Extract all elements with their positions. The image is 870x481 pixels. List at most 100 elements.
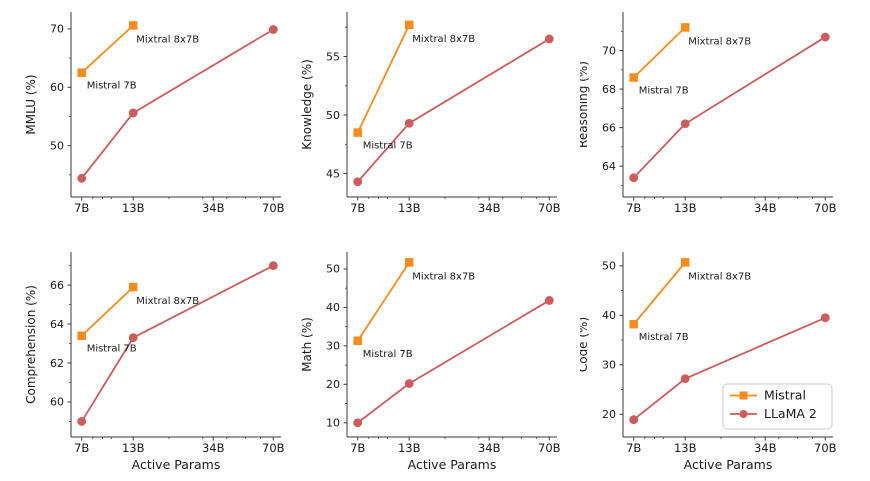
y-tick-label: 45 [326,167,340,180]
point-label: Mixtral 8x7B [688,36,751,47]
point-label: Mixtral 8x7B [412,34,475,45]
mistral-marker [128,21,138,30]
y-tick-label: 40 [326,301,340,314]
y-tick-label: 40 [602,309,616,322]
llama-line [357,38,550,183]
point-label: Mistral 7B [87,81,137,92]
x-tick-label: 7B [350,201,365,215]
y-tick-label: 64 [602,160,616,173]
mistral-marker [629,319,638,329]
y-tick-label: 70 [50,23,64,36]
point-label: Mistral 7B [363,141,413,152]
x-tick-label: 13B [122,441,145,455]
x-axis-label: Active Params [132,457,221,472]
x-axis: 7B 13B 34B 70B [350,197,561,215]
x-tick-label: 34B [754,201,777,215]
subplot-chart-knowledge: 7B 13B 34B 70B 45 50 55 Knowledge (%) Mistral 7B… [300,12,561,215]
y-axis-label: Reasoning (%) [580,61,590,148]
y-axis: 60 62 64 66 [50,265,71,422]
x-axis: 7B 13B 34B 70B [626,437,837,455]
llama-line [80,28,274,179]
axes-frame [70,252,281,438]
y-axis-label: Math (%) [300,317,314,372]
x-axis: 7B 13B 34B 70B [74,437,285,455]
y-tick-label: 60 [50,396,64,409]
y-axis: 45 50 55 [326,26,347,180]
llama-marker [544,296,554,305]
x-tick-label: 70B [262,201,285,215]
mistral-line [356,24,411,133]
y-tick-label: 55 [326,50,340,63]
llama-series [353,296,554,428]
x-tick-label: 34B [754,441,777,455]
llama-marker [680,374,690,384]
y-axis-label: Comprehension (%) [24,285,38,404]
subplot-chart-reasoning: 7B 13B 34B 70B 64 66 68 70 Reasoning (%) Mistral … [576,12,837,215]
y-tick-label: 30 [602,359,616,372]
y-axis: 64 66 68 70 [602,30,623,186]
llama-marker [820,32,830,42]
x-axis: 7B 13B 34B 70B [350,437,561,455]
x-tick-label: 70B [538,201,561,215]
axes-frame [622,252,833,438]
y-tick-label: 20 [326,378,340,391]
point-label: Mixtral 8x7B [136,296,199,307]
point-label: Mistral 7B [639,86,689,97]
llama-marker [77,173,87,183]
mistral-marker [128,282,138,292]
mistral-line [81,24,134,74]
subplot-code: 7B 13B 34B 70B 20 30 40 50 Code (%) Active Params… [576,240,870,481]
x-tick-label: 13B [122,201,145,215]
llama-series [77,261,278,426]
mistral-line [81,286,134,337]
mistral-marker [77,331,86,340]
llama-marker [629,173,639,183]
mistral-series [77,21,138,77]
llama-marker [544,34,554,44]
y-axis: 20 30 40 50 [602,260,623,421]
y-axis: 10 20 30 40 50 [326,263,347,430]
subplot-reasoning: 7B 13B 34B 70B 64 66 68 70 Reasoning (%) Mistral … [576,0,870,241]
llama-series [353,34,554,187]
subplot-comprehension: 7B 13B 34B 70B 60 62 64 66 Comprehension (%) Acti… [0,240,290,481]
x-tick-label: 70B [538,441,561,455]
legend-item-mistral: Mistral [730,388,806,403]
llama-marker [128,333,138,343]
x-tick-label: 13B [674,441,697,455]
subplot-mmlu: 7B 13B 34B 70B 50 60 70 MMLU (%) Mistral 7B Mixtr… [0,0,290,241]
llama-line [633,36,826,179]
x-tick-label: 34B [478,201,501,215]
legend-label: Mistral [764,388,806,403]
y-axis-label: Code (%) [580,317,590,372]
point-label: Mistral 7B [87,344,137,355]
llama-series [629,32,830,183]
mistral-line [633,261,686,325]
llama-marker [404,379,414,388]
llama-marker [404,118,414,128]
subplot-knowledge: 7B 13B 34B 70B 45 50 55 Knowledge (%) Mistral 7B… [290,0,580,241]
x-axis: 7B 13B 34B 70B [626,197,837,215]
x-tick-label: 7B [74,441,89,455]
llama-marker [77,417,87,426]
llama-marker [353,418,363,428]
subplot-chart-math: 7B 13B 34B 70B 10 20 30 40 50 Math (%) Active Para… [300,252,561,472]
llama-marker [353,177,363,187]
point-label: Mistral 7B [639,332,689,343]
mistral-series [77,282,138,340]
subplot-chart-comprehension: 7B 13B 34B 70B 60 62 64 66 Comprehension (%) Acti… [24,252,285,472]
x-tick-label: 7B [350,441,365,455]
llama-marker [128,108,138,118]
y-axis: 50 60 70 [50,23,71,176]
axes-frame [70,12,281,198]
legend-item-llama: LLaMA 2 [730,406,817,421]
x-tick-label: 70B [262,441,285,455]
mistral-marker [353,336,362,346]
x-tick-label: 13B [398,441,421,455]
mistral-marker [404,258,414,267]
y-tick-label: 10 [326,417,340,430]
mistral-marker [680,23,690,32]
mistral-marker [77,68,86,77]
y-axis-label: Knowledge (%) [300,59,314,150]
x-axis-label: Active Params [684,457,773,472]
subplot-math: 7B 13B 34B 70B 10 20 30 40 50 Math (%) Active Para… [290,240,580,481]
